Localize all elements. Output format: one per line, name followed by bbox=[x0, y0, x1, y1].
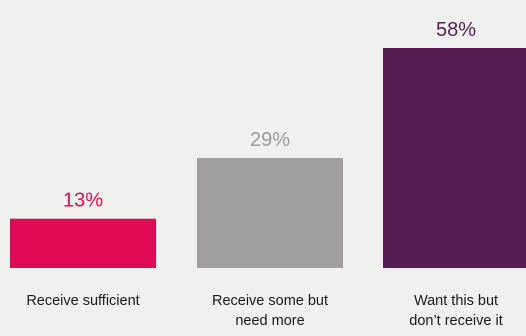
bar-3 bbox=[383, 48, 526, 268]
category-label-line: Receive some but bbox=[212, 293, 328, 309]
category-label-2: Receive some but need more bbox=[212, 293, 328, 329]
category-label-1: Receive sufficient bbox=[26, 293, 139, 309]
category-label-line: Want this but bbox=[414, 293, 498, 309]
category-labels-group: Receive sufficient Receive some but need m… bbox=[26, 293, 502, 329]
bar-1 bbox=[10, 218, 156, 268]
bars-group bbox=[10, 48, 526, 268]
category-label-line: need more bbox=[235, 313, 304, 329]
value-labels-group: 13% 29% 58% bbox=[63, 19, 476, 212]
value-label-1: 13% bbox=[63, 190, 103, 212]
value-label-3: 58% bbox=[436, 19, 476, 41]
category-label-line: Receive sufficient bbox=[26, 293, 139, 309]
bar-2 bbox=[197, 158, 343, 268]
value-label-2: 29% bbox=[250, 129, 290, 151]
category-label-3: Want this but don’t receive it bbox=[409, 293, 503, 329]
category-label-line: don’t receive it bbox=[409, 313, 503, 329]
